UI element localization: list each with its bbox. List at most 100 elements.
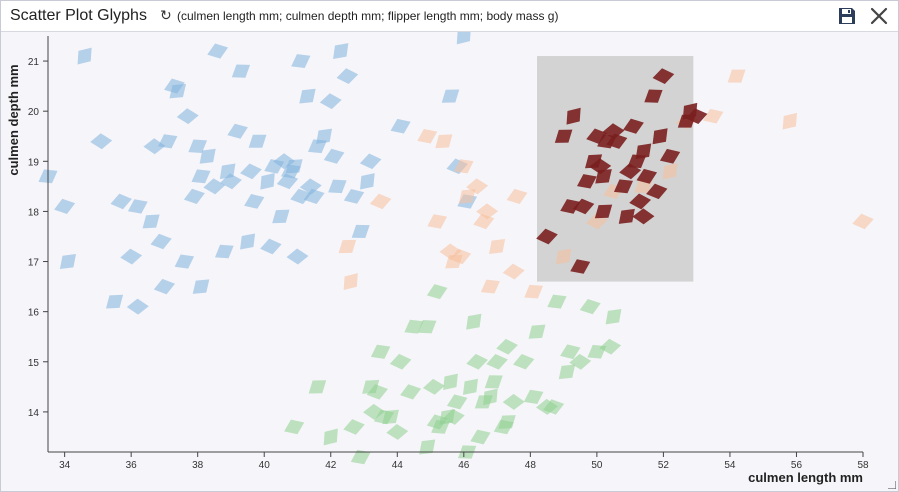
data-point[interactable] bbox=[124, 194, 151, 218]
data-point[interactable] bbox=[590, 163, 617, 190]
data-point[interactable] bbox=[335, 66, 359, 85]
data-point[interactable] bbox=[387, 114, 414, 138]
data-point[interactable] bbox=[273, 153, 296, 170]
data-point[interactable] bbox=[700, 105, 727, 128]
data-point[interactable] bbox=[239, 162, 263, 182]
data-point[interactable] bbox=[414, 124, 441, 148]
data-point[interactable] bbox=[634, 165, 660, 188]
data-point[interactable] bbox=[424, 280, 450, 303]
data-point[interactable] bbox=[187, 273, 214, 300]
data-point[interactable] bbox=[267, 203, 294, 229]
data-point[interactable] bbox=[319, 92, 343, 111]
data-point[interactable] bbox=[182, 186, 208, 208]
data-point[interactable] bbox=[613, 203, 640, 230]
data-point[interactable] bbox=[511, 351, 536, 372]
data-point[interactable] bbox=[560, 103, 586, 130]
data-point[interactable] bbox=[254, 168, 281, 195]
data-point[interactable] bbox=[234, 228, 261, 255]
data-point[interactable] bbox=[504, 185, 530, 207]
data-point[interactable] bbox=[590, 198, 617, 224]
data-point[interactable] bbox=[466, 178, 489, 195]
data-point[interactable] bbox=[465, 352, 489, 372]
data-point[interactable] bbox=[484, 233, 511, 260]
data-point[interactable] bbox=[460, 308, 487, 335]
data-point[interactable] bbox=[485, 352, 510, 372]
data-point[interactable] bbox=[610, 174, 637, 199]
data-point[interactable] bbox=[414, 434, 441, 461]
data-point[interactable] bbox=[495, 337, 519, 356]
data-point[interactable] bbox=[371, 405, 398, 429]
data-point[interactable] bbox=[184, 134, 211, 159]
data-point[interactable] bbox=[324, 174, 351, 199]
data-point[interactable] bbox=[651, 66, 675, 86]
data-point[interactable] bbox=[502, 262, 526, 280]
data-point[interactable] bbox=[288, 186, 314, 207]
data-point[interactable] bbox=[241, 190, 268, 213]
data-point[interactable] bbox=[442, 407, 466, 426]
data-point[interactable] bbox=[684, 106, 709, 126]
data-point[interactable] bbox=[437, 83, 464, 109]
data-point[interactable] bbox=[502, 393, 525, 410]
data-point[interactable] bbox=[493, 409, 520, 435]
data-point[interactable] bbox=[205, 40, 231, 62]
data-point[interactable] bbox=[574, 169, 601, 193]
data-point[interactable] bbox=[347, 219, 374, 245]
data-point[interactable] bbox=[347, 445, 374, 469]
data-point[interactable] bbox=[569, 353, 592, 371]
data-point[interactable] bbox=[54, 248, 81, 275]
data-point[interactable] bbox=[386, 423, 409, 440]
data-point[interactable] bbox=[109, 191, 134, 212]
data-point[interactable] bbox=[152, 276, 177, 297]
data-point[interactable] bbox=[477, 383, 504, 410]
save-button[interactable] bbox=[837, 6, 857, 26]
data-point[interactable] bbox=[414, 314, 441, 339]
data-point[interactable] bbox=[327, 38, 354, 65]
data-point[interactable] bbox=[451, 32, 477, 50]
data-point[interactable] bbox=[342, 417, 367, 438]
data-point[interactable] bbox=[454, 183, 481, 210]
data-point[interactable] bbox=[602, 122, 625, 140]
data-point[interactable] bbox=[604, 130, 630, 152]
data-point[interactable] bbox=[311, 123, 338, 150]
data-point[interactable] bbox=[161, 75, 187, 97]
data-point[interactable] bbox=[211, 239, 238, 264]
data-point[interactable] bbox=[341, 185, 367, 208]
data-point[interactable] bbox=[777, 108, 804, 135]
data-point[interactable] bbox=[334, 233, 361, 259]
data-point[interactable] bbox=[723, 63, 750, 89]
refresh-icon[interactable]: ↻ bbox=[160, 7, 172, 23]
data-point[interactable] bbox=[203, 177, 227, 195]
data-point[interactable] bbox=[363, 403, 386, 421]
data-point[interactable] bbox=[400, 314, 427, 339]
data-point[interactable] bbox=[657, 158, 684, 185]
scatter-plot[interactable]: 34 36 38 40 42 44 46 48 50 52 54 56 58 14 15 16 17 18 19 20… bbox=[1, 32, 898, 491]
data-point[interactable] bbox=[535, 227, 560, 247]
data-point[interactable] bbox=[543, 289, 570, 314]
data-point[interactable] bbox=[598, 337, 622, 356]
data-point[interactable] bbox=[467, 425, 494, 448]
data-point[interactable] bbox=[294, 83, 321, 110]
data-point[interactable] bbox=[630, 138, 657, 165]
data-point[interactable] bbox=[126, 298, 150, 315]
data-point[interactable] bbox=[194, 143, 221, 170]
data-point[interactable] bbox=[287, 49, 314, 74]
data-point[interactable] bbox=[577, 296, 603, 318]
data-point[interactable] bbox=[338, 268, 364, 295]
data-point[interactable] bbox=[567, 255, 594, 279]
data-point[interactable] bbox=[368, 191, 393, 212]
data-point[interactable] bbox=[520, 385, 547, 409]
data-point[interactable] bbox=[600, 303, 627, 330]
data-point[interactable] bbox=[477, 274, 504, 299]
data-point[interactable] bbox=[550, 243, 577, 270]
data-point[interactable] bbox=[224, 120, 250, 143]
data-point[interactable] bbox=[281, 153, 308, 179]
data-point[interactable] bbox=[520, 279, 547, 304]
close-button[interactable] bbox=[869, 6, 889, 26]
data-point[interactable] bbox=[632, 208, 655, 225]
data-point[interactable] bbox=[476, 203, 499, 220]
data-point[interactable] bbox=[541, 396, 567, 417]
data-point[interactable] bbox=[628, 192, 652, 211]
data-point[interactable] bbox=[388, 352, 413, 372]
data-point[interactable] bbox=[365, 381, 390, 402]
data-point[interactable] bbox=[286, 248, 309, 265]
